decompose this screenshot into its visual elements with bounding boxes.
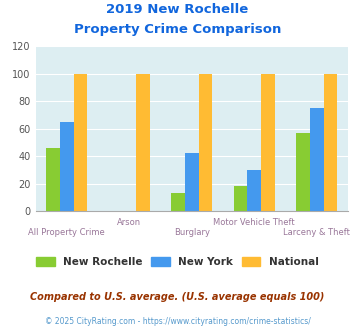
Bar [234,186,247,211]
Bar [247,170,261,211]
Bar [261,74,275,211]
Legend: New Rochelle, New York, National: New Rochelle, New York, National [37,257,318,267]
Bar [171,193,185,211]
Text: All Property Crime: All Property Crime [28,228,105,237]
Bar [60,122,73,211]
Text: Burglary: Burglary [174,228,210,237]
Text: Arson: Arson [117,218,141,227]
Text: Compared to U.S. average. (U.S. average equals 100): Compared to U.S. average. (U.S. average … [30,292,325,302]
Text: Motor Vehicle Theft: Motor Vehicle Theft [213,218,295,227]
Bar [198,74,212,211]
Text: © 2025 CityRating.com - https://www.cityrating.com/crime-statistics/: © 2025 CityRating.com - https://www.city… [45,317,310,326]
Bar [73,74,87,211]
Text: Property Crime Comparison: Property Crime Comparison [74,23,281,36]
Bar [185,153,198,211]
Bar [323,74,337,211]
Bar [310,108,323,211]
Text: Larceny & Theft: Larceny & Theft [283,228,350,237]
Bar [46,148,60,211]
Bar [136,74,150,211]
Text: 2019 New Rochelle: 2019 New Rochelle [106,3,248,16]
Bar [296,133,310,211]
